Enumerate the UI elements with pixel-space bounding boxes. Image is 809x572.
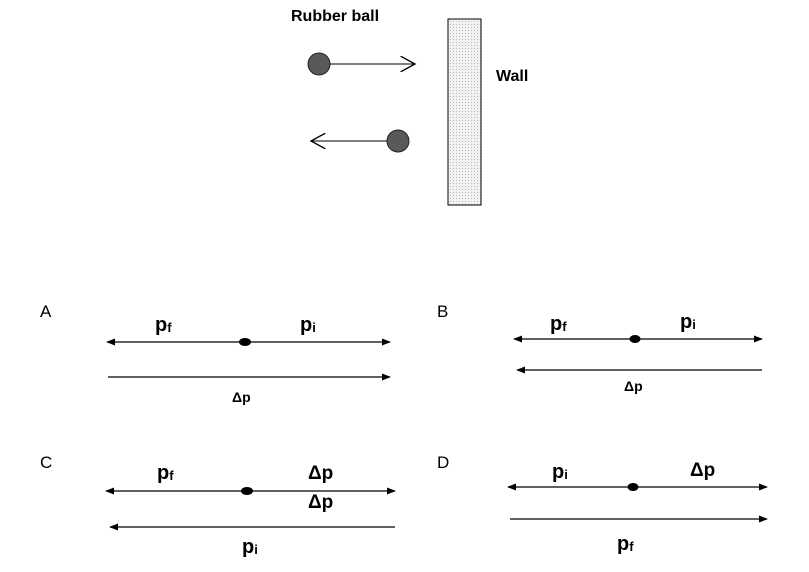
option-b-bottom-label: Δp bbox=[624, 378, 643, 394]
ball-incoming bbox=[307, 52, 331, 76]
option-a-top-left-label: pf bbox=[155, 314, 172, 336]
option-c-middle-right-label: Δp bbox=[308, 492, 333, 513]
option-d-origin-dot bbox=[627, 483, 639, 491]
option-c-letter: C bbox=[40, 453, 52, 472]
option-d-top-right-label: Δp bbox=[690, 460, 715, 481]
option-b-top-left-label: pf bbox=[550, 313, 567, 335]
ball-rebound bbox=[386, 129, 410, 153]
option-c-top-right-label: Δp bbox=[308, 463, 333, 484]
option-a-letter: A bbox=[40, 302, 52, 321]
option-a-top-right-label: pi bbox=[300, 314, 316, 336]
option-d-top-left-label: pi bbox=[552, 461, 568, 483]
option-c-bottom-label: pi bbox=[242, 536, 258, 558]
option-a[interactable]: A pf pi Δp bbox=[40, 302, 391, 405]
rubber-ball-label: Rubber ball bbox=[291, 8, 379, 25]
wall bbox=[447, 18, 482, 206]
option-b-letter: B bbox=[437, 302, 448, 321]
option-d[interactable]: D pi Δp pf bbox=[437, 453, 768, 555]
option-a-bottom-label: Δp bbox=[232, 389, 251, 405]
option-a-origin-dot bbox=[239, 338, 251, 346]
option-b-origin-dot bbox=[629, 335, 641, 343]
option-c[interactable]: C pf Δp Δp pi bbox=[40, 453, 396, 558]
option-b-top-right-label: pi bbox=[680, 311, 696, 333]
wall-label: Wall bbox=[496, 68, 528, 85]
option-c-origin-dot bbox=[241, 487, 253, 495]
option-c-top-left-label: pf bbox=[157, 462, 174, 484]
option-d-letter: D bbox=[437, 453, 449, 472]
option-b[interactable]: B pf pi Δp bbox=[437, 302, 763, 394]
option-d-bottom-label: pf bbox=[617, 533, 634, 555]
